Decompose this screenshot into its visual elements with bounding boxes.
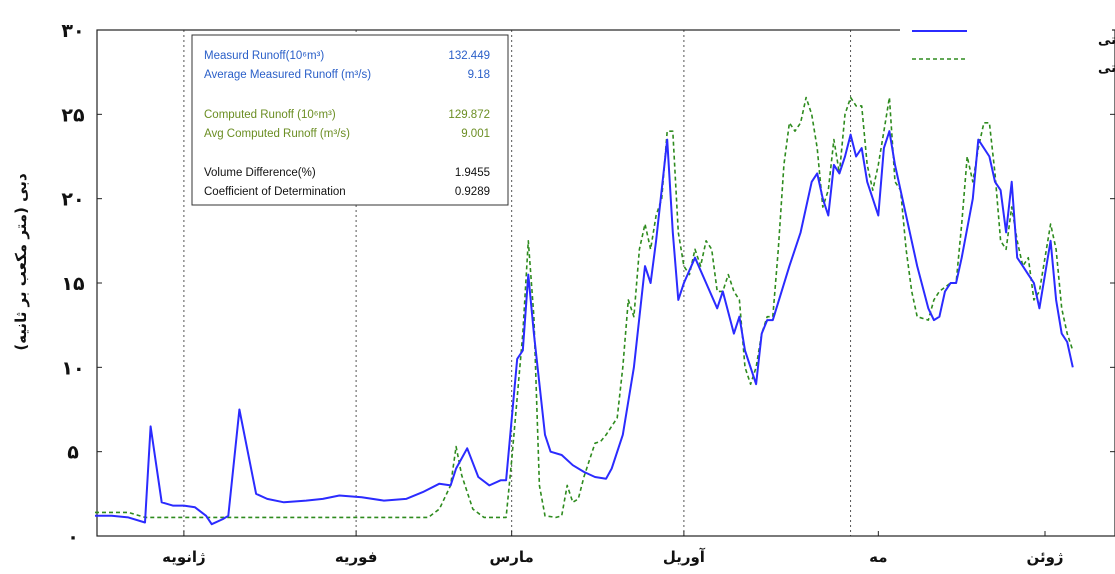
average-measured-runoff-label: Average Measured Runoff (m³/s) bbox=[204, 69, 371, 81]
computed-runoff-value: 129.872 bbox=[448, 109, 490, 121]
month-gridlines bbox=[183, 30, 852, 536]
xtick-label-0: ژانویه bbox=[162, 548, 206, 566]
avg-computed-runoff-value: 9.001 bbox=[461, 128, 490, 140]
coefficient-of-determination-label: Coefficient of Determination bbox=[204, 186, 346, 198]
ytick-label-5: ۲۵ bbox=[61, 104, 85, 126]
legend-background bbox=[900, 18, 1112, 88]
computed-runoff-label: Computed Runoff (10⁶m³) bbox=[204, 109, 336, 121]
series-line-observed bbox=[95, 130, 1074, 526]
legend: دبی مشاهداتی دبی محاسباتی bbox=[900, 18, 1115, 88]
xtick-label-4: مه bbox=[869, 548, 887, 566]
volume-difference-label: Volume Difference(%) bbox=[204, 167, 316, 179]
ytick-label-2: ۱۰ bbox=[61, 357, 84, 379]
series-layer bbox=[95, 96, 1074, 526]
coefficient-of-determination-value: 0.9289 bbox=[455, 186, 490, 198]
measured-runoff-label: Measurd Runoff(10⁶m³) bbox=[204, 50, 324, 62]
ytick-label-6: ۳۰ bbox=[61, 20, 84, 42]
legend-label-computed: دبی محاسباتی bbox=[1098, 61, 1115, 76]
legend-label-observed: دبی مشاهداتی bbox=[1098, 33, 1115, 48]
series-line-computed bbox=[95, 96, 1074, 519]
annotation-box: Measurd Runoff(10⁶m³) 132.449 Average Me… bbox=[191, 34, 509, 206]
ytick-label-4: ۲۰ bbox=[61, 189, 84, 211]
x-axis-ticks: ژانویه فوریه مارس آوریل مه ژوئن bbox=[162, 531, 1064, 566]
volume-difference-value: 1.9455 bbox=[455, 167, 490, 179]
measured-runoff-value: 132.449 bbox=[448, 50, 490, 62]
xtick-label-5: ژوئن bbox=[1026, 548, 1063, 566]
avg-computed-runoff-label: Avg Computed Runoff (m³/s) bbox=[204, 128, 350, 140]
xtick-label-1: فوریه bbox=[335, 548, 378, 566]
ytick-label-3: ۱۵ bbox=[61, 273, 85, 295]
ytick-label-1: ۵ bbox=[67, 442, 79, 464]
ytick-label-0: ۰ bbox=[67, 526, 79, 548]
y-axis-ticks: ۰ ۵ ۱۰ ۱۵ ۲۰ ۲۵ ۳۰ bbox=[61, 20, 1115, 548]
xtick-label-3: آوریل bbox=[663, 548, 706, 566]
xtick-label-2: مارس bbox=[490, 548, 534, 566]
y-axis-label: دبی (متر مکعب بر ثانیه) bbox=[12, 173, 30, 351]
annotation-frame bbox=[191, 34, 509, 206]
average-measured-runoff-value: 9.18 bbox=[468, 69, 490, 81]
